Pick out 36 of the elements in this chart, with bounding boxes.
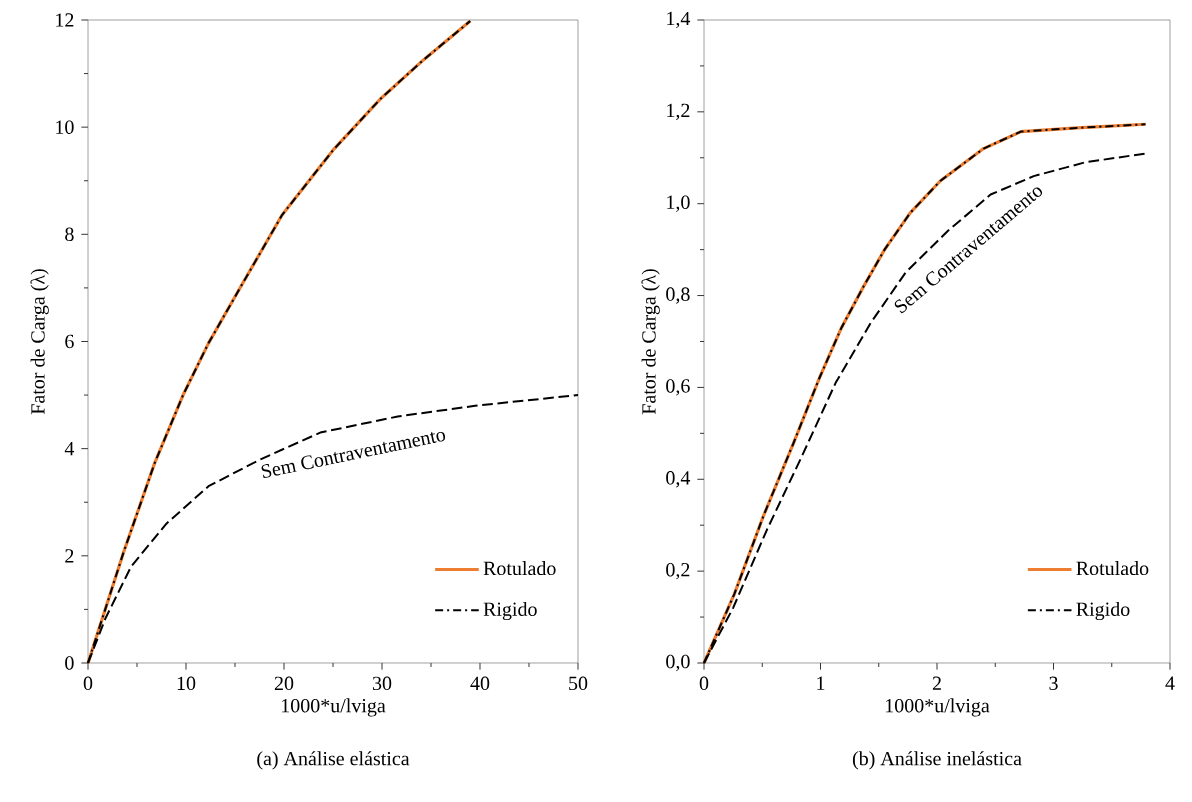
- legend-label: Rotulado: [1076, 561, 1149, 576]
- x-tick-label: 20: [274, 676, 294, 691]
- y-axis-title: Fator de Carga (λ): [30, 269, 49, 415]
- x-tick-label: 4: [1165, 676, 1175, 690]
- text: (b) Análise inelástica: [852, 751, 1022, 770]
- y-tick-label: 10: [56, 120, 74, 134]
- y-tick-label: 6: [65, 334, 74, 349]
- text: (a) Análise elástica: [257, 751, 410, 770]
- y-axis-title: Fator de Carga (λ): [641, 269, 660, 415]
- y-tick-label: 1,2: [667, 103, 690, 120]
- x-axis-title: 1000*u/lviga: [281, 698, 386, 717]
- x-tick-label: 50: [569, 676, 588, 691]
- x-tick-label: 0: [699, 676, 709, 691]
- x-tick-label: 30: [372, 676, 392, 691]
- y-tick-label: 1,0: [667, 195, 690, 212]
- legend-label: Rotulado: [483, 561, 556, 576]
- x-tick-label: 10: [177, 676, 196, 691]
- y-tick-label: 12: [56, 13, 74, 27]
- y-tick-label: 8: [65, 227, 74, 242]
- y-tick-label: 0: [65, 656, 74, 670]
- y-tick-label: 2: [65, 549, 74, 563]
- y-tick-label: 0,8: [666, 287, 690, 304]
- x-tick-label: 0: [83, 676, 93, 691]
- y-tick-label: 0,2: [666, 562, 690, 580]
- x-axis-title: 1000*u/lviga: [885, 698, 990, 717]
- x-tick-label: 40: [470, 676, 490, 691]
- y-tick-label: 0,4: [666, 471, 691, 488]
- y-tick-label: 0,0: [666, 654, 690, 672]
- y-tick-label: 4: [64, 442, 75, 456]
- x-tick-label: 3: [1049, 676, 1058, 691]
- y-tick-label: 0,6: [666, 379, 690, 396]
- y-tick-label: 1,4: [667, 11, 691, 29]
- x-tick-label: 1: [817, 676, 825, 690]
- legend-label: Rigido: [483, 601, 537, 621]
- legend-label: Rigido: [1076, 601, 1130, 621]
- x-tick-label: 2: [932, 676, 941, 690]
